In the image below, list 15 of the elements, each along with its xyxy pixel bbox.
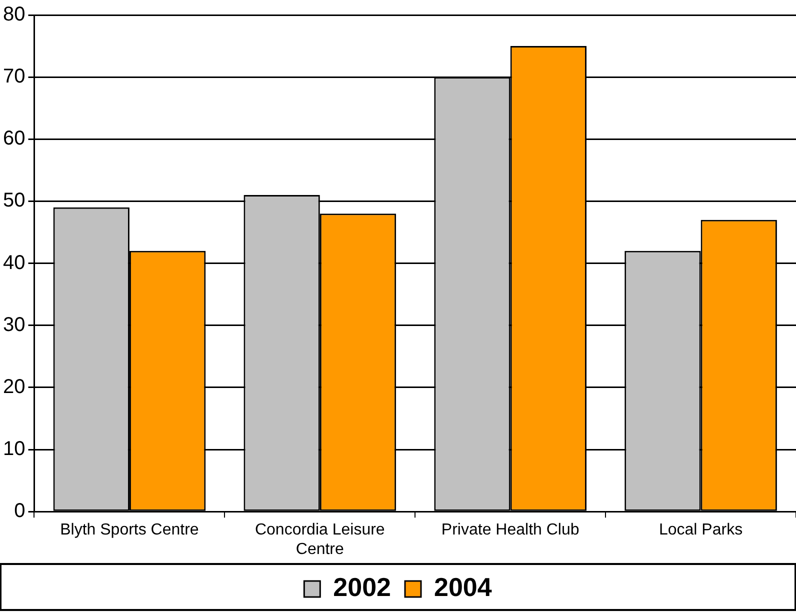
- y-tick-label: 80: [2, 4, 26, 26]
- y-tick-label: 10: [2, 438, 26, 460]
- legend-label: 2004: [434, 572, 492, 602]
- x-tick-label: Concordia Leisure Centre: [254, 522, 385, 558]
- x-tick-label: Local Parks: [658, 522, 743, 539]
- y-tick-label: 40: [2, 252, 26, 274]
- y-tick-label: 60: [2, 128, 26, 150]
- x-tick-label: Private Health Club: [441, 522, 580, 539]
- y-tick-label: 70: [2, 66, 26, 88]
- legend-label: 2002: [333, 572, 392, 602]
- y-tick-label: 0: [14, 500, 26, 522]
- y-tick-label: 50: [2, 190, 26, 212]
- y-tick-label: 30: [2, 314, 26, 336]
- y-tick-label: 20: [2, 376, 26, 398]
- x-tick-label: Blyth Sports Centre: [60, 522, 199, 539]
